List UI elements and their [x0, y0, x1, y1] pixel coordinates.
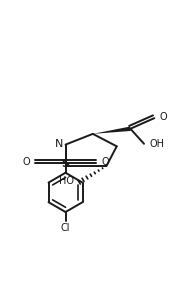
Text: HO: HO — [59, 176, 74, 186]
Text: Cl: Cl — [61, 223, 70, 233]
Text: O: O — [101, 157, 109, 167]
Text: O: O — [159, 112, 167, 122]
Polygon shape — [93, 127, 131, 134]
Text: S: S — [62, 159, 69, 169]
Text: N: N — [55, 139, 63, 149]
Text: O: O — [22, 157, 30, 167]
Text: OH: OH — [149, 139, 164, 149]
